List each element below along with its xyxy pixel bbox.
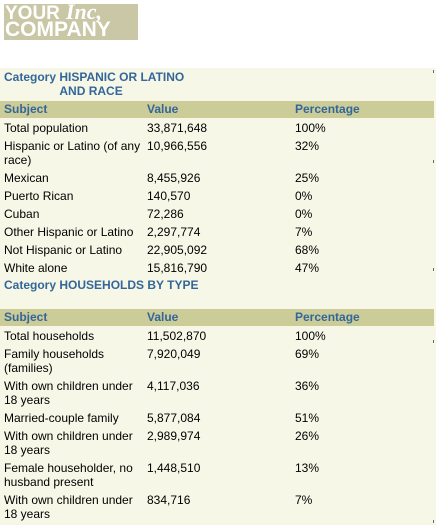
cell-subject: Other Hispanic or Latino: [4, 225, 134, 239]
cell-value: 2,297,774: [147, 225, 201, 239]
header-subject: Subject: [4, 310, 48, 324]
cell-subject: Female householder, no husband present: [4, 461, 133, 489]
category-value: HOUSEHOLDS BY TYPE: [59, 278, 199, 292]
table-header: Subject Value Percentage: [0, 309, 434, 326]
cell-subject: Mexican: [4, 171, 49, 185]
cell-subject: With own children under 18 years: [4, 493, 133, 521]
cell-percentage: 69%: [295, 347, 320, 361]
category-title: Category HOUSEHOLDS BY TYPE: [4, 278, 209, 292]
cell-subject: Hispanic or Latino (of any race): [4, 139, 141, 167]
category-value: HISPANIC OR LATINO AND RACE: [59, 70, 185, 98]
logo-line-1: YOUR Inc,: [5, 0, 102, 24]
cell-value: 2,989,974: [147, 429, 201, 443]
cell-value: 22,905,092: [147, 243, 208, 257]
category-label: Category: [4, 278, 57, 292]
table-header: Subject Value Percentage: [0, 101, 434, 118]
header-percentage: Percentage: [295, 310, 360, 324]
header-subject: Subject: [4, 102, 48, 116]
cell-subject: Family households (families): [4, 347, 105, 375]
cell-subject: Cuban: [4, 207, 40, 221]
cell-subject: Puerto Rican: [4, 189, 74, 203]
header-percentage: Percentage: [295, 102, 360, 116]
cell-percentage: 26%: [295, 429, 320, 443]
cell-value: 72,286: [147, 207, 184, 221]
cell-percentage: 47%: [295, 261, 320, 275]
logo-line-2: COMPANY: [5, 18, 111, 41]
header-value: Value: [147, 102, 179, 116]
cell-value: 15,816,790: [147, 261, 208, 275]
cell-value: 140,570: [147, 189, 191, 203]
panel-edge-mark: [433, 340, 434, 343]
cell-subject: With own children under 18 years: [4, 379, 133, 407]
cell-value: 5,877,084: [147, 411, 201, 425]
cell-percentage: 0%: [295, 189, 313, 203]
cell-subject: Total households: [4, 329, 95, 343]
panel-edge-mark: [433, 520, 434, 523]
cell-percentage: 36%: [295, 379, 320, 393]
cell-percentage: 13%: [295, 461, 320, 475]
cell-percentage: 7%: [295, 225, 313, 239]
cell-subject: With own children under 18 years: [4, 429, 133, 457]
cell-value: 7,920,049: [147, 347, 201, 361]
cell-value: 834,716: [147, 493, 191, 507]
panel-edge-mark: [433, 268, 434, 271]
cell-percentage: 0%: [295, 207, 313, 221]
cell-subject: Married-couple family: [4, 411, 119, 425]
header-value: Value: [147, 310, 179, 324]
cell-subject: Not Hispanic or Latino: [4, 243, 123, 257]
cell-percentage: 51%: [295, 411, 320, 425]
cell-value: 8,455,926: [147, 171, 201, 185]
cell-percentage: 7%: [295, 493, 313, 507]
panel-edge-mark: [433, 70, 434, 73]
cell-subject: Total population: [4, 121, 89, 135]
cell-value: 1,448,510: [147, 461, 201, 475]
report-panel: [0, 68, 436, 525]
company-logo: YOUR Inc, COMPANY: [4, 0, 138, 41]
cell-value: 33,871,648: [147, 121, 208, 135]
cell-percentage: 32%: [295, 139, 320, 153]
cell-percentage: 100%: [295, 121, 326, 135]
cell-percentage: 100%: [295, 329, 326, 343]
cell-value: 10,966,556: [147, 139, 208, 153]
category-title: Category HISPANIC OR LATINO AND RACE: [4, 70, 209, 98]
cell-percentage: 25%: [295, 171, 320, 185]
cell-value: 4,117,036: [147, 379, 200, 393]
cell-subject: White alone: [4, 261, 68, 275]
panel-edge-mark: [433, 160, 434, 163]
cell-percentage: 68%: [295, 243, 320, 257]
category-label: Category: [4, 70, 57, 84]
cell-value: 11,502,870: [147, 329, 207, 343]
